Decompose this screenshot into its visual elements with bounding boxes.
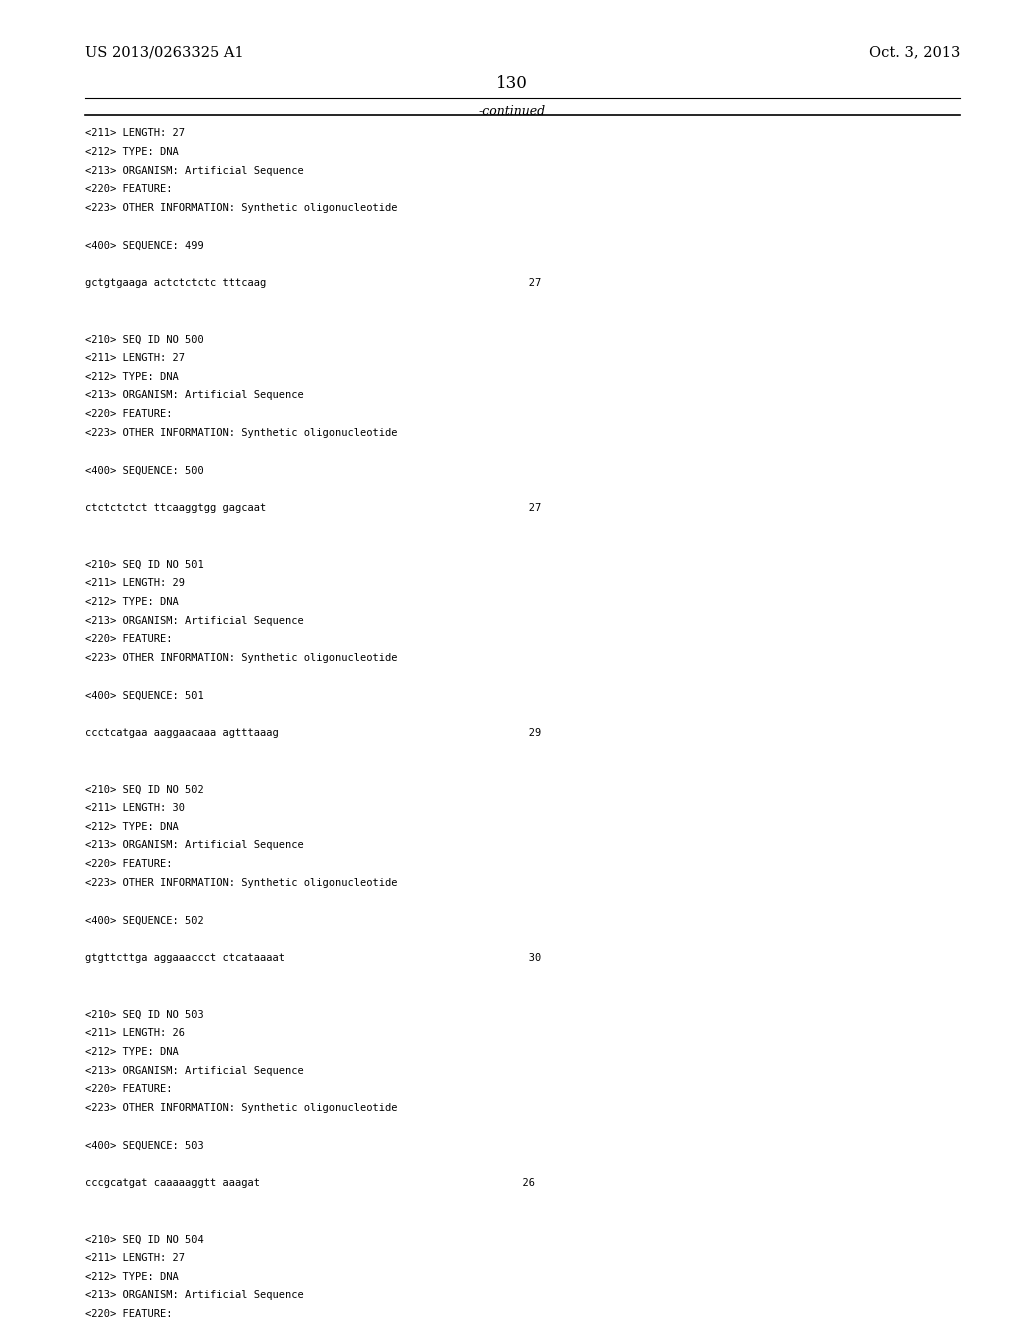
Text: <211> LENGTH: 26: <211> LENGTH: 26 [85, 1028, 185, 1038]
Text: <213> ORGANISM: Artificial Sequence: <213> ORGANISM: Artificial Sequence [85, 1065, 304, 1076]
Text: gctgtgaaga actctctctc tttcaag                                          27: gctgtgaaga actctctctc tttcaag 27 [85, 279, 542, 288]
Text: <400> SEQUENCE: 502: <400> SEQUENCE: 502 [85, 916, 204, 925]
Text: <211> LENGTH: 29: <211> LENGTH: 29 [85, 578, 185, 587]
Text: gtgttcttga aggaaaccct ctcataaaat                                       30: gtgttcttga aggaaaccct ctcataaaat 30 [85, 953, 542, 964]
Text: 130: 130 [496, 75, 528, 92]
Text: <211> LENGTH: 30: <211> LENGTH: 30 [85, 803, 185, 813]
Text: <212> TYPE: DNA: <212> TYPE: DNA [85, 597, 179, 607]
Text: <212> TYPE: DNA: <212> TYPE: DNA [85, 1271, 179, 1282]
Text: -continued: -continued [478, 106, 546, 117]
Text: <223> OTHER INFORMATION: Synthetic oligonucleotide: <223> OTHER INFORMATION: Synthetic oligo… [85, 203, 397, 213]
Text: <211> LENGTH: 27: <211> LENGTH: 27 [85, 352, 185, 363]
Text: <400> SEQUENCE: 503: <400> SEQUENCE: 503 [85, 1140, 204, 1151]
Text: <213> ORGANISM: Artificial Sequence: <213> ORGANISM: Artificial Sequence [85, 841, 304, 850]
Text: Oct. 3, 2013: Oct. 3, 2013 [868, 45, 961, 59]
Text: <220> FEATURE:: <220> FEATURE: [85, 409, 172, 420]
Text: <210> SEQ ID NO 500: <210> SEQ ID NO 500 [85, 334, 204, 345]
Text: <210> SEQ ID NO 504: <210> SEQ ID NO 504 [85, 1234, 204, 1245]
Text: <210> SEQ ID NO 503: <210> SEQ ID NO 503 [85, 1010, 204, 1019]
Text: <220> FEATURE:: <220> FEATURE: [85, 634, 172, 644]
Text: <223> OTHER INFORMATION: Synthetic oligonucleotide: <223> OTHER INFORMATION: Synthetic oligo… [85, 428, 397, 438]
Text: <211> LENGTH: 27: <211> LENGTH: 27 [85, 1253, 185, 1263]
Text: <220> FEATURE:: <220> FEATURE: [85, 859, 172, 870]
Text: <212> TYPE: DNA: <212> TYPE: DNA [85, 372, 179, 381]
Text: <213> ORGANISM: Artificial Sequence: <213> ORGANISM: Artificial Sequence [85, 391, 304, 400]
Text: <220> FEATURE:: <220> FEATURE: [85, 185, 172, 194]
Text: <213> ORGANISM: Artificial Sequence: <213> ORGANISM: Artificial Sequence [85, 165, 304, 176]
Text: <213> ORGANISM: Artificial Sequence: <213> ORGANISM: Artificial Sequence [85, 1291, 304, 1300]
Text: <210> SEQ ID NO 502: <210> SEQ ID NO 502 [85, 784, 204, 795]
Text: <213> ORGANISM: Artificial Sequence: <213> ORGANISM: Artificial Sequence [85, 615, 304, 626]
Text: <400> SEQUENCE: 500: <400> SEQUENCE: 500 [85, 466, 204, 475]
Text: cccgcatgat caaaaaggtt aaagat                                          26: cccgcatgat caaaaaggtt aaagat 26 [85, 1177, 535, 1188]
Text: <220> FEATURE:: <220> FEATURE: [85, 1309, 172, 1319]
Text: <210> SEQ ID NO 501: <210> SEQ ID NO 501 [85, 560, 204, 569]
Text: <212> TYPE: DNA: <212> TYPE: DNA [85, 1047, 179, 1057]
Text: <212> TYPE: DNA: <212> TYPE: DNA [85, 147, 179, 157]
Text: ctctctctct ttcaaggtgg gagcaat                                          27: ctctctctct ttcaaggtgg gagcaat 27 [85, 503, 542, 513]
Text: <400> SEQUENCE: 499: <400> SEQUENCE: 499 [85, 240, 204, 251]
Text: <223> OTHER INFORMATION: Synthetic oligonucleotide: <223> OTHER INFORMATION: Synthetic oligo… [85, 1104, 397, 1113]
Text: <220> FEATURE:: <220> FEATURE: [85, 1084, 172, 1094]
Text: <212> TYPE: DNA: <212> TYPE: DNA [85, 822, 179, 832]
Text: <223> OTHER INFORMATION: Synthetic oligonucleotide: <223> OTHER INFORMATION: Synthetic oligo… [85, 653, 397, 663]
Text: <211> LENGTH: 27: <211> LENGTH: 27 [85, 128, 185, 139]
Text: <400> SEQUENCE: 501: <400> SEQUENCE: 501 [85, 690, 204, 701]
Text: ccctcatgaa aaggaacaaa agtttaaag                                        29: ccctcatgaa aaggaacaaa agtttaaag 29 [85, 729, 542, 738]
Text: US 2013/0263325 A1: US 2013/0263325 A1 [85, 45, 244, 59]
Text: <223> OTHER INFORMATION: Synthetic oligonucleotide: <223> OTHER INFORMATION: Synthetic oligo… [85, 878, 397, 888]
